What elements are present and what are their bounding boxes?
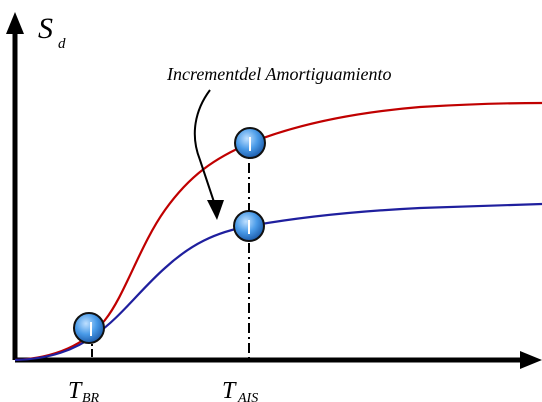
t-br-label-subscript: BR	[82, 391, 100, 402]
t-ais-upper-point-marker	[234, 127, 266, 159]
curved-arrow-icon	[193, 89, 216, 206]
y-axis-arrow-icon	[6, 12, 24, 34]
damping-increment-label: Incrementdel Amortiguamiento	[166, 64, 391, 84]
y-axis-label-subscript: d	[58, 36, 66, 52]
t-br-label: T	[68, 378, 83, 402]
t-ais-label: T	[222, 378, 237, 402]
curved-arrow-head-icon	[207, 200, 224, 220]
t-ais-label-subscript: AIS	[237, 391, 258, 402]
t-ais-lower-point-marker	[233, 210, 265, 242]
t-br-point-marker	[73, 312, 105, 344]
y-axis-label: S	[38, 12, 53, 45]
x-axis-arrow-icon	[520, 351, 542, 369]
